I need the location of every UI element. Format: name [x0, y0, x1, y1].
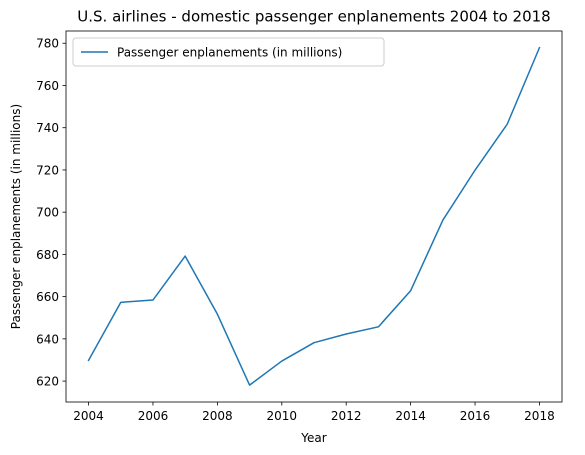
y-tick-label: 660 — [36, 290, 59, 304]
y-tick-label: 780 — [36, 37, 59, 51]
y-axis-label: Passenger enplanements (in millions) — [9, 104, 23, 329]
data-point — [217, 313, 219, 315]
data-point — [539, 47, 541, 49]
series-layer — [87, 46, 541, 386]
x-tick-label: 2016 — [460, 409, 491, 423]
data-point — [474, 169, 476, 171]
y-tick-label: 720 — [36, 163, 59, 177]
x-tick-label: 2012 — [331, 409, 362, 423]
plot-area — [66, 31, 562, 402]
y-tick-label: 700 — [36, 206, 59, 220]
legend: Passenger enplanements (in millions) — [72, 37, 385, 67]
legend-label: Passenger enplanements (in millions) — [117, 46, 342, 60]
data-point — [506, 123, 508, 125]
y-tick-label: 740 — [36, 121, 59, 135]
x-tick-label: 2004 — [73, 409, 104, 423]
data-point — [410, 290, 412, 292]
data-point — [442, 219, 444, 221]
y-axis-ticks: 620 640 660 680 700 720 740 760 780 — [36, 37, 66, 389]
x-tick-label: 2006 — [138, 409, 169, 423]
data-point — [249, 384, 251, 386]
x-tick-label: 2010 — [267, 409, 298, 423]
y-tick-label: 640 — [36, 332, 59, 346]
chart-title: U.S. airlines - domestic passenger enpla… — [77, 8, 550, 26]
x-tick-label: 2018 — [524, 409, 555, 423]
data-point — [378, 326, 380, 328]
y-tick-label: 680 — [36, 248, 59, 262]
data-point — [184, 255, 186, 257]
data-point — [345, 333, 347, 335]
x-tick-label: 2008 — [202, 409, 233, 423]
x-tick-label: 2014 — [395, 409, 426, 423]
y-tick-label: 760 — [36, 79, 59, 93]
legend-box — [72, 37, 385, 67]
data-point — [313, 342, 315, 344]
data-point — [152, 299, 154, 301]
x-axis-ticks: 2004 2006 2008 2010 2012 2014 2016 2018 — [73, 402, 555, 423]
plot-frame — [65, 30, 563, 403]
series-line-0 — [87, 46, 541, 386]
data-point — [120, 302, 122, 304]
y-tick-label: 620 — [36, 375, 59, 389]
data-point — [88, 360, 90, 362]
data-point — [281, 360, 283, 362]
x-axis-label: Year — [300, 431, 326, 445]
